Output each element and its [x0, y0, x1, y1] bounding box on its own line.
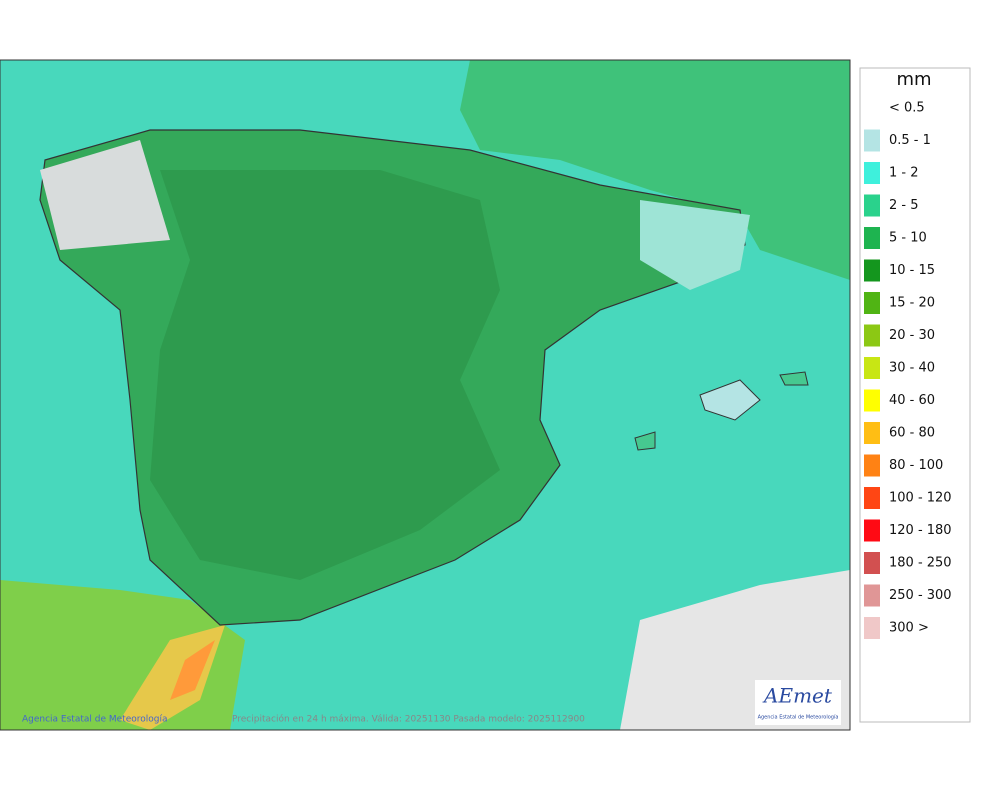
- legend-label: < 0.5: [889, 101, 925, 116]
- legend-label: 250 - 300: [889, 588, 952, 603]
- legend-swatch: [864, 194, 880, 217]
- galicia: [40, 140, 170, 250]
- catalonia: [640, 200, 750, 290]
- legend-swatch: [864, 227, 880, 249]
- legend-swatch: [864, 584, 880, 607]
- legend-swatch: [864, 389, 880, 412]
- legend-swatch: [864, 552, 880, 574]
- legend-label: 100 - 120: [889, 491, 952, 506]
- legend-swatch: [864, 97, 880, 119]
- legend-swatch: [864, 519, 880, 542]
- legend-label: 60 - 80: [889, 426, 935, 441]
- legend-title: mm: [896, 69, 931, 90]
- legend-label: 80 - 100: [889, 458, 943, 473]
- legend-label: 300 >: [889, 621, 929, 636]
- legend-swatch: [864, 162, 880, 184]
- rain-peak: [170, 640, 215, 700]
- legend-label: 0.5 - 1: [889, 133, 931, 148]
- legend-label: 30 - 40: [889, 361, 935, 376]
- legend-swatch: [864, 357, 880, 379]
- legend-swatch: [864, 129, 880, 152]
- map: [0, 59, 851, 731]
- credit: Agencia Estatal de Meteorología: [22, 715, 168, 725]
- legend-label: 40 - 60: [889, 393, 935, 408]
- legend-label: 120 - 180: [889, 523, 952, 538]
- legend-swatch: [864, 422, 880, 444]
- legend-swatch: [864, 259, 880, 282]
- france: [460, 60, 850, 280]
- interior: [150, 170, 500, 580]
- legend-label: 2 - 5: [889, 198, 919, 213]
- legend-swatch: [864, 487, 880, 509]
- logo-subtitle: Agencia Estatal de Meteorología: [758, 714, 839, 721]
- logo-box: [755, 680, 841, 725]
- legend-swatch: [864, 292, 880, 314]
- legend-swatch: [864, 454, 880, 477]
- legend-label: 5 - 10: [889, 231, 927, 246]
- logo-name: AEmet: [762, 684, 833, 708]
- legend-label: 10 - 15: [889, 263, 935, 278]
- map-border: [0, 59, 851, 731]
- legend-label: 15 - 20: [889, 296, 935, 311]
- menorca: [779, 371, 809, 386]
- legend-swatch: [864, 324, 880, 347]
- legend-label: 1 - 2: [889, 166, 919, 181]
- legend: mm < 0.5 0.5 - 1 1 - 2 2 - 5 5 - 10 10 - 15 15…: [859, 67, 971, 723]
- legend-label: 20 - 30: [889, 328, 935, 343]
- caption: Precipitación en 24 h máxima. Válida: 20…: [232, 714, 585, 725]
- logo: AEmet Agencia Estatal de Meteorología: [755, 680, 841, 725]
- legend-label: 180 - 250: [889, 556, 952, 571]
- ibiza: [634, 431, 656, 451]
- mallorca: [699, 379, 761, 421]
- legend-swatch: [864, 617, 880, 639]
